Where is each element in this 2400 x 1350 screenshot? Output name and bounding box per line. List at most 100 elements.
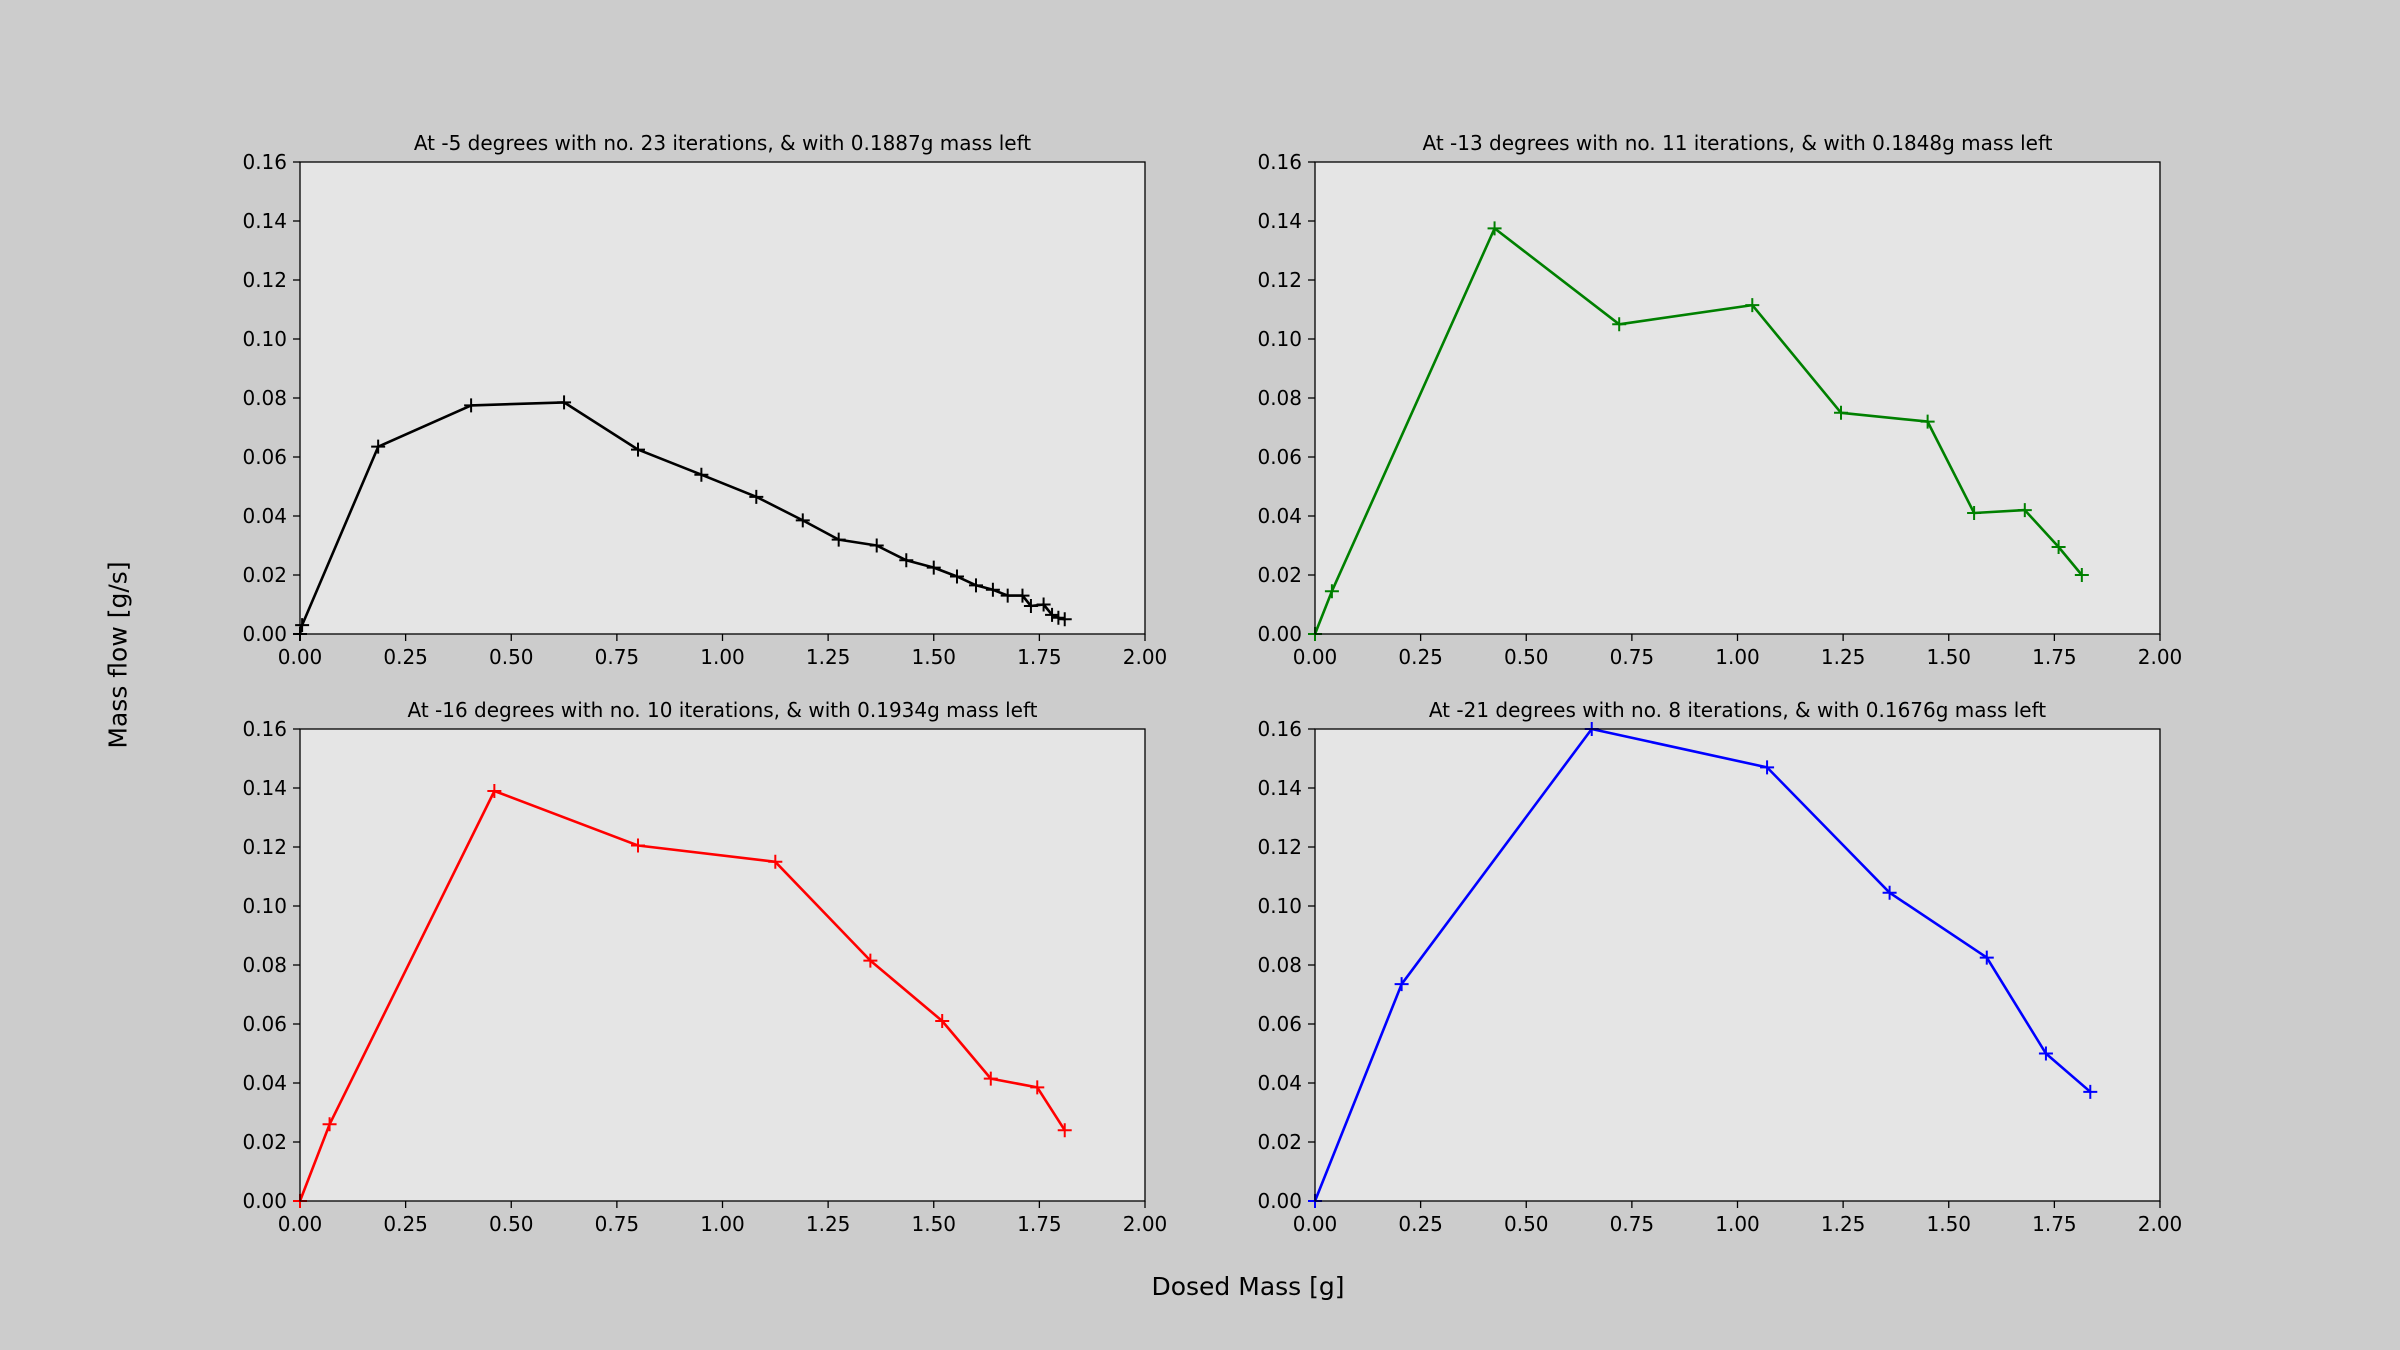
x-tick-label: 0.25 [383,1212,428,1236]
x-tick-label: 0.00 [1293,645,1338,669]
data-point [1000,588,1015,603]
data-point [694,467,709,482]
data-point [295,618,310,633]
data-point [1057,1123,1072,1138]
subplot-2: At -13 degrees with no. 11 iterations, &… [1257,131,2182,669]
data-point [371,439,386,454]
y-tick-label: 0.06 [1257,1012,1302,1036]
y-tick-label: 0.06 [242,1012,287,1036]
y-tick-label: 0.12 [242,835,287,859]
data-point [1036,597,1051,612]
y-tick-label: 0.02 [242,1130,287,1154]
data-point [985,582,1000,597]
plot-frame [299,728,1146,1202]
y-tick-label: 0.14 [1257,209,1302,233]
y-tick-label: 0.00 [1257,622,1302,646]
x-tick-label: 1.75 [1017,645,1062,669]
data-point [899,553,914,568]
x-tick-label: 0.25 [1398,645,1443,669]
series-line [1313,727,2092,1202]
x-tick-label: 1.25 [1821,1212,1866,1236]
figure-x-axis-label: Dosed Mass [g] [1151,1272,1345,1301]
y-tick-label: 0.08 [242,386,287,410]
y-tick-label: 0.00 [242,1189,287,1213]
plot-area [300,162,1145,634]
x-tick-label: 2.00 [1123,645,1168,669]
x-tick-label: 1.25 [806,1212,851,1236]
y-tick-label: 0.00 [1257,1189,1302,1213]
data-point [935,1014,950,1029]
x-tick-label: 0.50 [1504,645,1549,669]
y-tick-label: 0.14 [242,776,287,800]
data-point [1487,221,1502,236]
y-tick-label: 0.12 [1257,268,1302,292]
y-tick-label: 0.14 [1257,776,1302,800]
x-tick-label: 1.00 [1715,645,1760,669]
figure-y-axis-label: Mass flow [g/s] [103,561,133,749]
data-point [983,1071,998,1086]
y-tick-label: 0.14 [242,209,287,233]
x-tick-label: 0.00 [278,645,323,669]
data-point [2017,503,2032,518]
subplot-grid: At -5 degrees with no. 23 iterations, & … [242,131,2182,1236]
y-tick-label: 0.06 [242,445,287,469]
x-tick-label: 1.00 [700,645,745,669]
data-point [1967,506,1982,521]
y-tick-label: 0.04 [1257,504,1302,528]
x-tick-label: 0.75 [1610,1212,1655,1236]
series-line [298,789,1066,1202]
y-tick-label: 0.04 [1257,1071,1302,1095]
data-point [464,398,479,413]
x-tick-label: 0.00 [278,1212,323,1236]
data-point [1882,885,1897,900]
data-point [2074,568,2089,582]
data-point [831,532,846,547]
x-tick-label: 1.00 [700,1212,745,1236]
y-tick-label: 0.16 [1257,717,1302,741]
data-point [1612,317,1627,332]
x-tick-label: 0.75 [595,1212,640,1236]
x-tick-label: 0.50 [489,1212,534,1236]
y-tick-label: 0.10 [1257,327,1302,351]
plot-area [300,729,1145,1201]
data-point [2083,1084,2098,1099]
data-point [1030,1080,1045,1095]
plot-area [1315,729,2160,1201]
x-tick-label: 0.75 [595,645,640,669]
data-point [631,442,645,457]
data-point [1745,298,1760,313]
data-point [1979,950,1994,965]
x-tick-label: 1.75 [1017,1212,1062,1236]
x-tick-label: 1.50 [1926,645,1971,669]
x-tick-label: 0.25 [383,645,428,669]
subplot-title: At -21 degrees with no. 8 iterations, & … [1429,698,2046,722]
y-tick-label: 0.10 [242,894,287,918]
data-point [487,783,502,798]
data-point [1324,584,1339,599]
y-tick-label: 0.06 [1257,445,1302,469]
subplot-1: At -5 degrees with no. 23 iterations, & … [242,131,1167,669]
data-point [1760,760,1775,775]
plot-frame [1314,161,2161,635]
data-point [1051,610,1066,625]
data-point [1023,598,1038,613]
data-point [863,953,878,968]
data-point [1057,612,1072,627]
data-point [1920,414,1935,429]
y-tick-label: 0.08 [242,953,287,977]
x-tick-label: 1.00 [1715,1212,1760,1236]
subplot-3: At -16 degrees with no. 10 iterations, &… [242,698,1167,1236]
x-tick-label: 1.75 [2032,1212,2077,1236]
data-point [1045,607,1060,622]
y-tick-label: 0.02 [1257,1130,1302,1154]
x-tick-label: 1.75 [2032,645,2077,669]
data-point [322,1117,337,1132]
x-tick-label: 0.50 [1504,1212,1549,1236]
subplot-4: At -21 degrees with no. 8 iterations, & … [1257,698,2182,1236]
subplot-title: At -13 degrees with no. 11 iterations, &… [1422,131,2052,155]
subplot-title: At -16 degrees with no. 10 iterations, &… [407,698,1037,722]
y-tick-label: 0.16 [1257,150,1302,174]
data-point [795,513,810,528]
y-tick-label: 0.12 [1257,835,1302,859]
